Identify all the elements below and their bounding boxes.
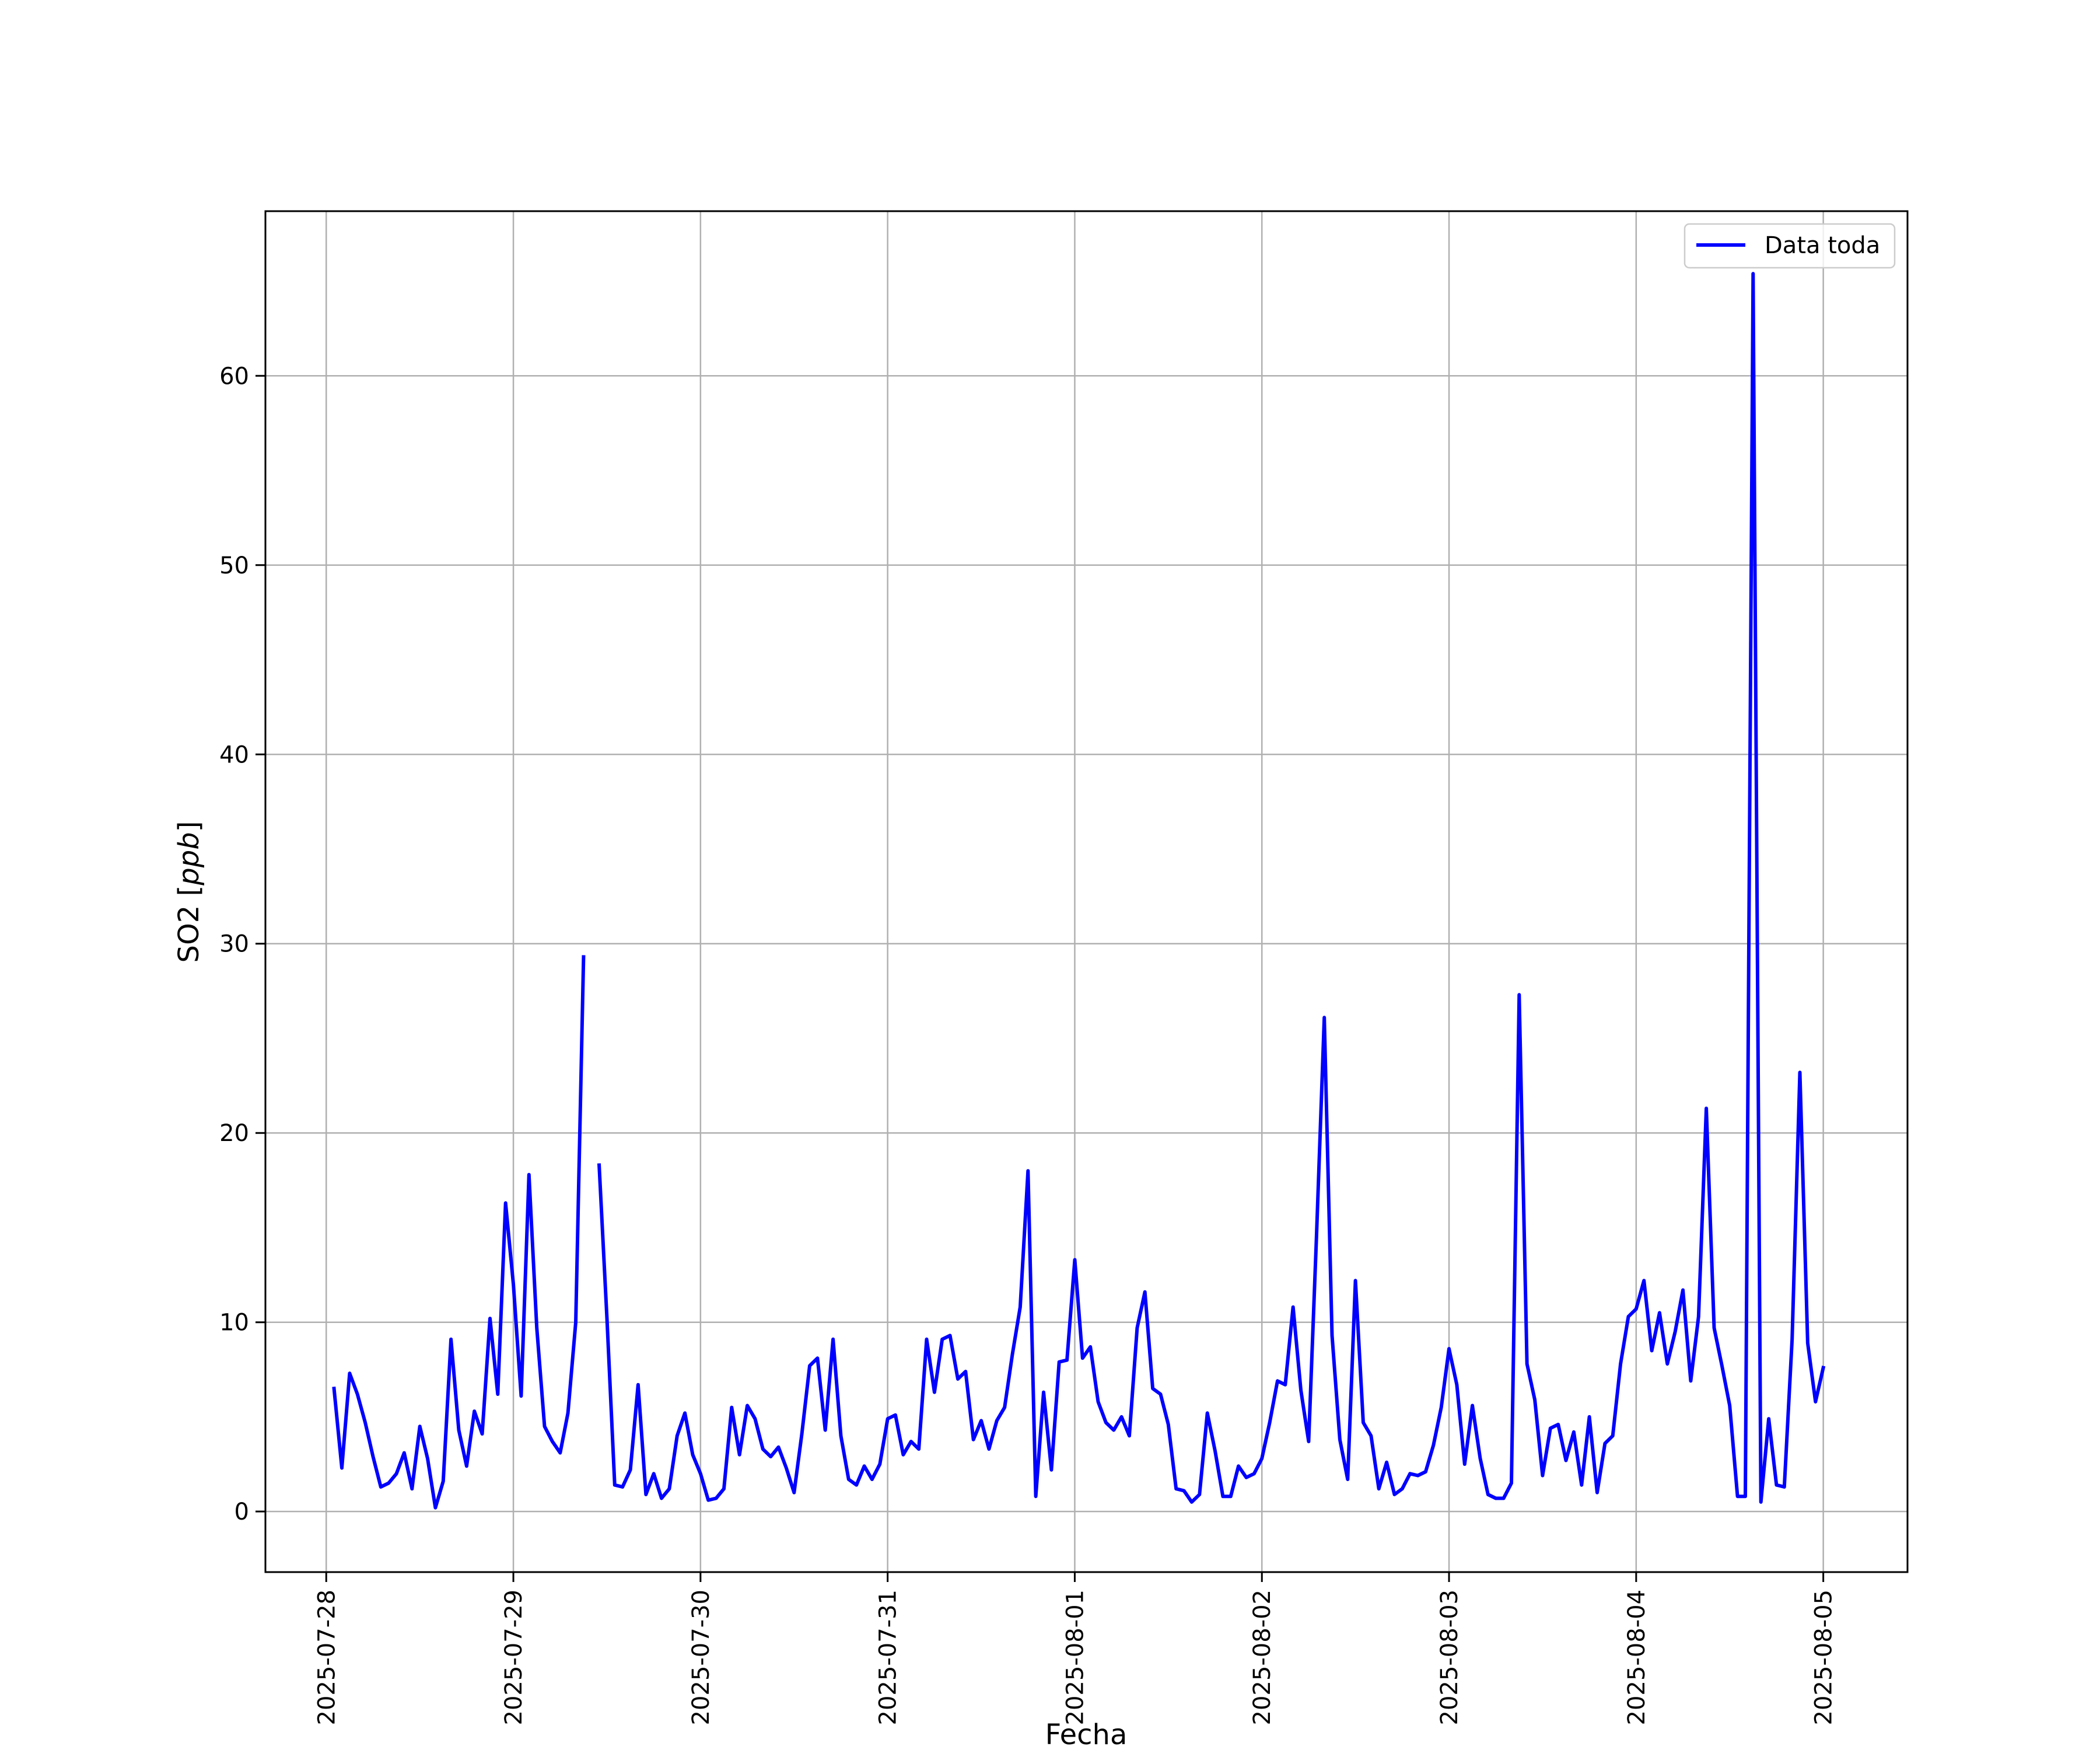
y-tick-label: 40 xyxy=(219,741,249,768)
y-axis-label-italic: ppb xyxy=(173,832,205,886)
y-tick-label: 0 xyxy=(235,1499,249,1525)
legend: Data toda xyxy=(1684,223,1896,269)
x-axis: 2025-07-28 2025-07-29 2025-07-30 2025-07-31… xyxy=(313,1572,1838,1725)
series-layer xyxy=(332,272,1826,1510)
x-tick-label: 2025-07-28 xyxy=(313,1590,340,1725)
y-tick-label: 60 xyxy=(219,363,249,390)
x-tick-label: 2025-08-03 xyxy=(1436,1590,1463,1725)
y-tick-label: 20 xyxy=(219,1120,249,1147)
x-tick-label: 2025-08-02 xyxy=(1249,1590,1276,1725)
y-axis-label-close: ] xyxy=(173,821,205,832)
y-axis-label-plain: SO2 [ xyxy=(173,886,205,963)
y-axis: 0 10 20 30 40 50 60 xyxy=(219,363,265,1525)
y-tick-label: 50 xyxy=(219,552,249,579)
x-tick-label: 2025-08-04 xyxy=(1623,1590,1650,1725)
x-tick-label: 2025-08-01 xyxy=(1062,1590,1088,1725)
y-axis-label: SO2 [ppb] xyxy=(173,821,205,963)
plot-frame xyxy=(264,210,1909,1573)
x-tick-label: 2025-08-05 xyxy=(1811,1590,1838,1725)
x-tick-label: 2025-07-31 xyxy=(875,1590,902,1725)
legend-box xyxy=(1684,223,1896,269)
x-tick-label: 2025-07-29 xyxy=(501,1590,527,1725)
legend-label: Data toda xyxy=(1765,232,1880,259)
x-tick-label: 2025-07-30 xyxy=(688,1590,715,1725)
grid xyxy=(265,211,1908,1572)
y-tick-label: 30 xyxy=(219,931,249,958)
x-axis-label: Fecha xyxy=(1045,1718,1128,1750)
y-tick-label: 10 xyxy=(219,1310,249,1336)
